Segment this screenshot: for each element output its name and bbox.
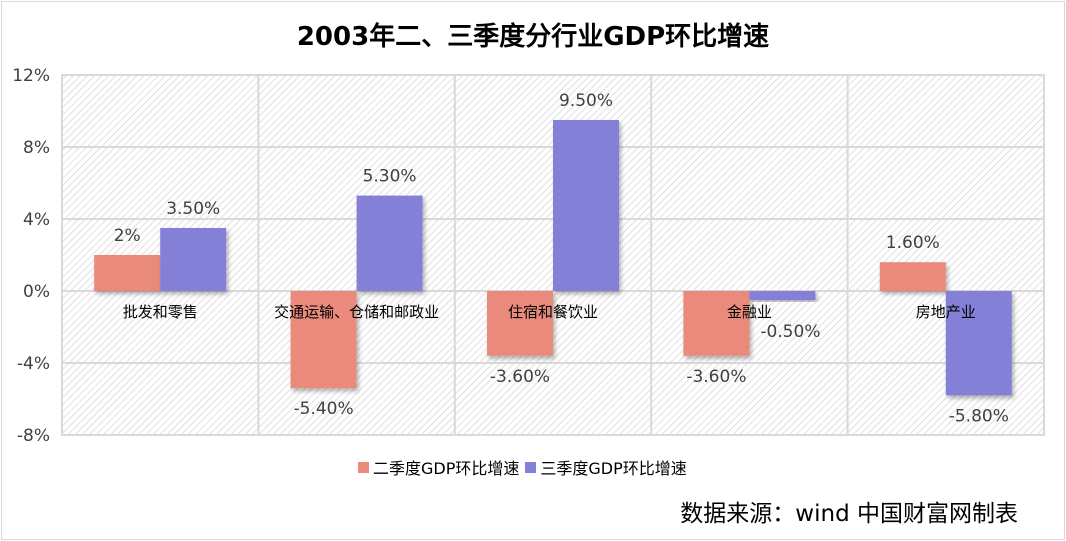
bar-q3 <box>356 195 423 291</box>
bar-q3 <box>160 228 227 291</box>
data-label: -5.40% <box>294 399 354 419</box>
bar-q3 <box>749 291 816 300</box>
legend-swatch-q2 <box>358 461 369 473</box>
bar-q2 <box>879 262 946 291</box>
data-label: -5.80% <box>949 406 1009 426</box>
chart-title: 2003年二、三季度分行业GDP环比增速 <box>296 22 770 52</box>
y-tick-label: 8% <box>23 138 50 158</box>
bar-q3 <box>945 291 1012 396</box>
category-label: 批发和零售 <box>123 303 198 321</box>
bar-q2 <box>487 291 553 356</box>
y-tick-label: 0% <box>23 282 50 302</box>
category-label: 住宿和餐饮业 <box>508 303 598 321</box>
data-label: -3.60% <box>686 367 746 387</box>
y-tick-label: 12% <box>12 66 50 86</box>
bar-q2 <box>290 291 357 389</box>
legend: 二季度GDP环比增速 三季度GDP环比增速 <box>358 455 687 479</box>
legend-item-q3: 三季度GDP环比增速 <box>525 455 687 479</box>
category-label: 房地产业 <box>916 303 976 321</box>
legend-label-q2: 二季度GDP环比增速 <box>373 459 520 478</box>
data-label: -3.60% <box>490 367 550 387</box>
legend-swatch-q3 <box>525 461 537 473</box>
y-tick-label: -8% <box>17 426 50 446</box>
legend-item-q2: 二季度GDP环比增速 <box>358 455 519 479</box>
data-label: 9.50% <box>559 91 613 111</box>
data-label: 5.30% <box>363 167 417 187</box>
y-tick-label: 4% <box>23 210 50 230</box>
bar-q3 <box>553 120 619 291</box>
bar-q2 <box>683 291 750 356</box>
category-label: 交通运输、仓储和邮政业 <box>274 303 439 321</box>
category-label: 金融业 <box>727 303 772 321</box>
bar-q2 <box>94 255 161 291</box>
data-label: 3.50% <box>166 199 220 219</box>
data-label: -0.50% <box>760 322 820 342</box>
y-tick-label: -4% <box>17 354 50 374</box>
data-label: 1.60% <box>886 233 940 253</box>
data-label: 2% <box>114 226 141 246</box>
source-note: 数据来源：wind 中国财富网制表 <box>680 501 1018 527</box>
legend-label-q3: 三季度GDP环比增速 <box>540 459 687 478</box>
